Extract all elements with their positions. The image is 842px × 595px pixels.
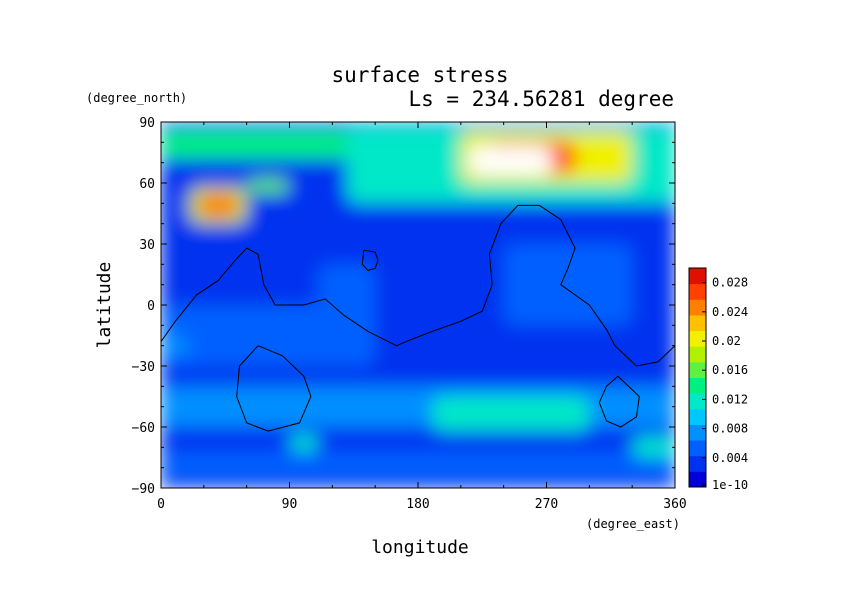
colorbar-label-3: 0.016 [712,363,748,377]
colorbar-label-0: 0.028 [712,276,748,290]
colorbar-label-6: 0.004 [712,451,748,465]
x-tick-label-4: 360 [663,497,686,512]
heatmap-cell-9 [318,264,376,326]
x-units-label: (degree_east) [586,517,680,531]
colorbar-segment-8 [689,346,706,363]
y-tick-label-5: −60 [132,421,155,436]
contour-southwest-ring [236,345,312,432]
colorbar-segment-11 [689,299,706,316]
colorbar-segment-3 [689,424,706,441]
colorbar-segment-2 [689,440,706,457]
x-tick-label-0: 0 [157,497,165,512]
colorbar-label-7: 1e-10 [712,478,748,492]
heatmap-cell-10 [503,244,633,326]
heatmap-cell-17 [196,193,240,218]
contour-southeast-ring [598,375,640,428]
colorbar-segment-10 [689,314,706,332]
colorbar-segment-4 [689,408,706,425]
y-tick-label-1: 60 [139,177,155,192]
y-tick-label-2: 30 [139,238,155,253]
colorbar-label-1: 0.024 [712,305,748,319]
y-axis-label: latitude [94,262,115,349]
x-tick-label-3: 270 [535,497,558,512]
colorbar-segment-12 [689,283,706,300]
heatmap-cell-3 [246,178,290,194]
colorbar-label-4: 0.012 [712,392,748,406]
heatmap-cell-11 [161,386,675,427]
saturated-region-0 [467,146,554,175]
chart-title: surface stress [331,63,508,87]
colorbar-segment-1 [689,455,706,472]
colorbar-segment-6 [689,377,706,394]
colorbar-segment-9 [689,330,706,347]
colorbar-label-5: 0.008 [712,422,748,436]
y-tick-label-6: −90 [132,482,155,497]
x-tick-label-2: 180 [406,497,429,512]
plot-area [161,122,675,488]
heatmap-cell-15 [632,437,675,458]
colorbar-frame [688,267,707,488]
x-tick-label-1: 90 [282,497,298,512]
contour-continent-outline [161,204,675,367]
heatmap-field [161,122,675,488]
y-tick-label-0: 90 [139,116,155,131]
colorbar-segment-0 [689,471,706,488]
contour-lines [161,204,675,432]
colorbar: 0.028 0.024 0.02 0.016 0.012 0.008 0.004 1e-10 [688,267,748,492]
chart-subtitle: Ls = 234.56281 degree [408,87,674,111]
colorbar-segment-13 [689,268,706,285]
heatmap-cell-12 [432,396,590,432]
x-axis-label: longitude [371,537,469,558]
contour-small-ellipse [361,249,379,271]
y-tick-label-4: −30 [132,360,155,375]
colorbar-label-2: 0.02 [712,334,741,348]
heatmap-cell-14 [161,335,190,356]
x-axis-ticks: 0 90 180 270 360 [157,122,687,512]
y-tick-label-3: 0 [147,299,155,314]
heatmap-cell-13 [289,435,319,452]
heatmap-cell-1 [161,451,675,478]
y-axis-ticks: 90 60 30 0 −30 −60 −90 [132,116,675,497]
y-units-label: (degree_north) [86,91,187,105]
colorbar-segment-7 [689,361,706,378]
colorbar-segment-5 [689,393,706,410]
